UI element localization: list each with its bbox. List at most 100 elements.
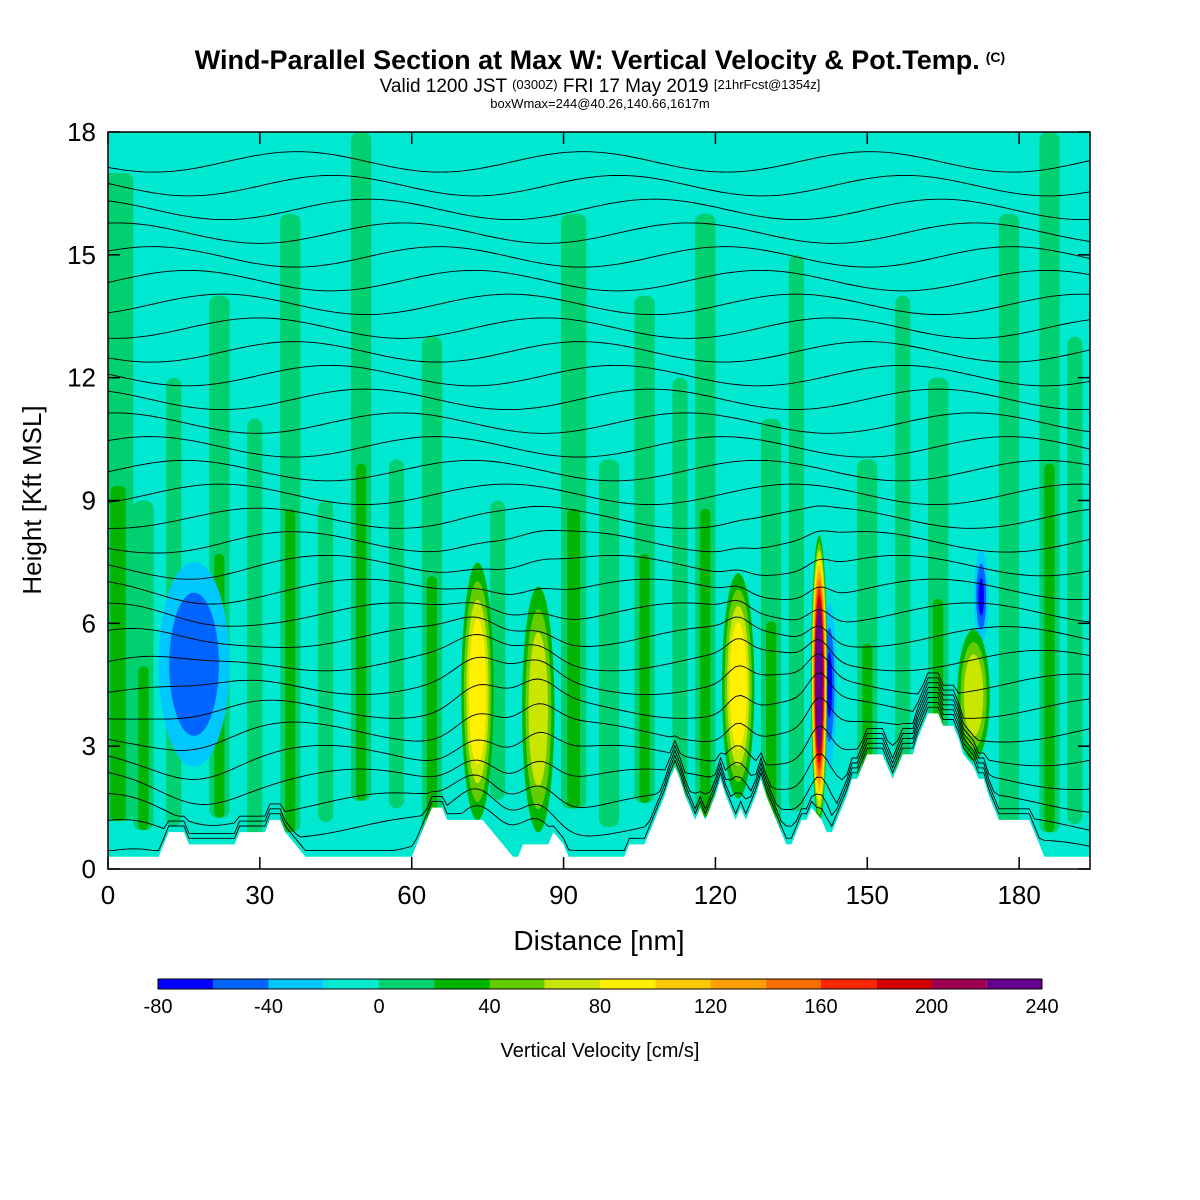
box-info: boxWmax=244@40.26,140.66,1617m bbox=[490, 96, 710, 111]
valid-time-line: Valid 1200 JST (0300Z) FRI 17 May 2019 [… bbox=[0, 75, 1200, 97]
colorbar-swatch bbox=[489, 979, 545, 989]
valid-utc: (0300Z) bbox=[512, 77, 558, 92]
downdraft-contour bbox=[169, 592, 219, 736]
updraft-streak-core bbox=[426, 576, 438, 840]
isentrope-line bbox=[108, 554, 1090, 580]
isentrope-line bbox=[108, 672, 1090, 720]
isentrope-line bbox=[108, 483, 1090, 506]
colorbar-swatch bbox=[931, 979, 987, 989]
isentrope-line bbox=[108, 692, 1090, 805]
isentrope-line bbox=[108, 687, 1090, 780]
isentrope-line bbox=[108, 530, 1090, 554]
updraft-streak-core bbox=[567, 508, 581, 809]
colorbar-swatch bbox=[268, 979, 324, 989]
isentrope-line bbox=[108, 246, 1090, 268]
y-tick-label: 0 bbox=[82, 854, 96, 884]
colorbar-swatch bbox=[379, 979, 435, 989]
y-tick-label: 9 bbox=[82, 486, 96, 516]
updraft-streak bbox=[318, 500, 334, 823]
updraft-streak bbox=[672, 377, 688, 828]
isentrope-line bbox=[108, 174, 1090, 197]
updraft-contour bbox=[528, 632, 548, 787]
colorbar-label: Vertical Velocity [cm/s] bbox=[501, 1040, 700, 1062]
updraft-streak-core bbox=[356, 463, 367, 801]
isentrope-line bbox=[108, 388, 1090, 411]
colorbar-tick-label: 240 bbox=[1025, 996, 1058, 1018]
colorbar-swatch bbox=[876, 979, 932, 989]
isentrope-line bbox=[108, 412, 1090, 434]
isentrope-line bbox=[108, 269, 1090, 292]
title-block: Wind-Parallel Section at Max W: Vertical… bbox=[0, 42, 1200, 111]
colorbar: -80 -40 0 40 80 120 160 200 240 bbox=[144, 978, 1059, 1018]
x-tick-label: 60 bbox=[397, 880, 426, 910]
x-tick-label: 120 bbox=[694, 880, 737, 910]
isentrope-line bbox=[108, 696, 1090, 826]
colorbar-swatch bbox=[655, 979, 711, 989]
updraft-streak bbox=[998, 213, 1020, 842]
updraft-streak bbox=[599, 459, 620, 827]
downdraft-contour bbox=[826, 656, 832, 714]
updraft-streak-core bbox=[1044, 463, 1055, 833]
copyright-mark: (C) bbox=[985, 49, 1006, 65]
valid-prefix: Valid 1200 JST bbox=[379, 76, 507, 97]
colorbar-swatch bbox=[821, 979, 877, 989]
forecast-note: [21hrFcst@1354z] bbox=[713, 77, 821, 92]
colorbar-tick-label: 160 bbox=[804, 996, 837, 1018]
downdraft-contour bbox=[978, 577, 985, 616]
x-tick-label: 0 bbox=[101, 880, 115, 910]
y-tick-label: 18 bbox=[67, 117, 96, 147]
colorbar-tick-label: 80 bbox=[589, 996, 611, 1018]
updraft-streak bbox=[788, 254, 805, 812]
updraft-streak bbox=[1067, 336, 1083, 825]
updraft-streak-core bbox=[110, 486, 126, 822]
isentrope-line bbox=[108, 222, 1090, 244]
x-axis-label: Distance [nm] bbox=[513, 925, 684, 956]
isentrope-line bbox=[108, 198, 1090, 221]
updraft-streak-core bbox=[639, 553, 650, 803]
colorbar-swatch bbox=[986, 979, 1042, 989]
isentrope-line bbox=[108, 436, 1090, 458]
updraft-streak bbox=[388, 459, 405, 809]
y-tick-label: 15 bbox=[67, 240, 96, 270]
isentrope-line bbox=[108, 364, 1090, 387]
isentrope-line bbox=[108, 341, 1090, 363]
isentrope-line bbox=[108, 701, 1090, 838]
x-tick-label: 90 bbox=[549, 880, 578, 910]
x-tick-label: 150 bbox=[846, 880, 889, 910]
updraft-streak bbox=[895, 295, 911, 817]
colorbar-swatch bbox=[434, 979, 490, 989]
isentrope-line bbox=[108, 599, 1090, 627]
y-tick-label: 6 bbox=[82, 608, 96, 638]
updraft-contour bbox=[963, 654, 984, 737]
colorbar-swatch bbox=[600, 979, 656, 989]
updraft-contour bbox=[729, 621, 747, 750]
colorbar-swatch bbox=[765, 979, 821, 989]
isentrope-line bbox=[108, 317, 1090, 339]
updraft-contour bbox=[468, 618, 487, 765]
isentropes bbox=[108, 151, 1090, 852]
valid-date: FRI 17 May 2019 bbox=[562, 76, 709, 97]
x-tick-label: 30 bbox=[245, 880, 274, 910]
colorbar-swatch bbox=[213, 979, 269, 989]
x-tick-label: 180 bbox=[997, 880, 1040, 910]
isentrope-line bbox=[108, 653, 1090, 696]
isentrope-line bbox=[108, 634, 1090, 672]
colorbar-swatch bbox=[323, 979, 379, 989]
isentrope-line bbox=[108, 578, 1090, 605]
isentrope-line bbox=[108, 151, 1090, 173]
terrain bbox=[108, 713, 1090, 869]
colorbar-tick-label: -80 bbox=[144, 996, 173, 1018]
colorbar-swatch bbox=[544, 979, 600, 989]
updraft-streak bbox=[490, 500, 506, 800]
chart-title: Wind-Parallel Section at Max W: Vertical… bbox=[0, 42, 1200, 75]
isentrope-line bbox=[108, 459, 1090, 482]
y-tick-label: 12 bbox=[67, 363, 96, 393]
colorbar-swatch bbox=[158, 979, 214, 989]
updraft-streak-core bbox=[138, 666, 149, 831]
colorbar-tick-label: -40 bbox=[254, 996, 283, 1018]
updraft-streak-core bbox=[700, 508, 711, 817]
updraft-contour bbox=[816, 617, 823, 740]
colorbar-tick-label: 0 bbox=[373, 996, 384, 1018]
isentrope-line bbox=[108, 682, 1090, 751]
